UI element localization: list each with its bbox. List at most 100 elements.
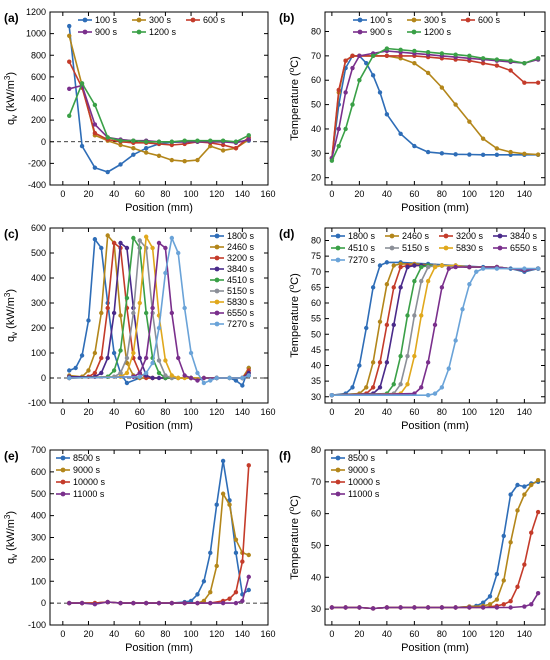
legend-label: 600 s xyxy=(478,15,501,25)
plot-frame xyxy=(324,227,546,404)
data-point xyxy=(370,73,376,78)
legend-label: 9000 s xyxy=(73,465,101,475)
data-point xyxy=(105,599,110,605)
data-point xyxy=(150,360,155,366)
legend-marker xyxy=(214,233,220,239)
legend: 100 s 300 s 600 s 900 s 1200 s xyxy=(353,15,501,37)
x-tick-label: 80 xyxy=(160,407,170,417)
data-point xyxy=(419,264,424,270)
y-axis-label-unit: (kW/m xyxy=(5,519,17,554)
legend-label: 1800 s xyxy=(227,231,255,241)
data-point xyxy=(412,263,417,268)
y-axis-label-main: Temperature ( xyxy=(289,511,301,580)
y-axis-label-sup: 3 xyxy=(3,75,12,80)
data-point xyxy=(124,370,130,376)
data-point xyxy=(195,138,200,143)
data-point xyxy=(143,370,149,376)
y-tick-label: 40 xyxy=(311,124,321,134)
y-tick-label: 70 xyxy=(311,477,321,487)
y-axis-label: qv (kW/m3) xyxy=(3,511,19,564)
legend-label: 5150 s xyxy=(227,286,255,296)
y-tick-label: -200 xyxy=(28,158,46,168)
data-point xyxy=(460,307,465,312)
data-point xyxy=(494,597,500,602)
legend-label: 6550 s xyxy=(227,308,255,318)
data-point xyxy=(329,605,335,610)
legend-marker xyxy=(335,245,341,251)
legend-label: 11000 s xyxy=(73,489,105,499)
data-point xyxy=(233,139,239,144)
x-tick-label: 100 xyxy=(462,407,477,417)
x-tick-label: 60 xyxy=(135,407,145,417)
data-point xyxy=(329,392,335,398)
data-point xyxy=(384,46,390,51)
data-point xyxy=(398,605,403,610)
y-tick-label: 300 xyxy=(31,533,46,543)
data-point xyxy=(111,240,117,246)
legend-marker xyxy=(411,17,417,23)
y-axis-label-main: q xyxy=(5,336,17,342)
legend-label: 100 s xyxy=(370,15,393,25)
series-line xyxy=(331,55,539,159)
data-point xyxy=(150,375,155,381)
data-point xyxy=(131,350,136,356)
data-point xyxy=(350,102,355,107)
x-tick-label: 60 xyxy=(409,629,419,639)
data-point xyxy=(425,605,431,610)
y-tick-label: 400 xyxy=(31,511,46,521)
data-point xyxy=(124,245,130,251)
y-tick-label: 65 xyxy=(311,282,321,292)
y-axis-label-end: C) xyxy=(289,56,301,68)
data-point xyxy=(515,482,520,488)
x-tick-label: 100 xyxy=(462,629,477,639)
legend-marker xyxy=(497,233,503,239)
legend-label: 9000 s xyxy=(348,465,376,475)
data-point xyxy=(508,540,513,545)
data-point xyxy=(364,385,369,390)
data-point xyxy=(357,78,362,83)
data-point xyxy=(208,143,213,149)
series-1200-s xyxy=(329,46,541,163)
data-point xyxy=(124,295,130,301)
data-point xyxy=(522,492,527,497)
y-axis-label-sup: o xyxy=(287,506,296,511)
series-line xyxy=(331,50,539,159)
data-point xyxy=(118,138,123,143)
x-tick-label: 40 xyxy=(382,407,392,417)
data-point xyxy=(494,571,500,577)
x-tick-label: 80 xyxy=(437,189,447,199)
legend-marker xyxy=(389,245,395,251)
data-point xyxy=(391,382,396,387)
data-point xyxy=(453,102,458,107)
legend-label: 8500 s xyxy=(348,453,376,463)
data-point xyxy=(208,378,213,383)
legend: 100 s 300 s 600 s 900 s 1200 s xyxy=(78,15,226,37)
y-tick-label: 0 xyxy=(41,373,46,383)
data-point xyxy=(494,63,500,68)
data-point xyxy=(453,338,458,343)
series-3840-s xyxy=(329,263,541,398)
data-point xyxy=(508,492,513,497)
data-point xyxy=(522,266,527,271)
legend-marker xyxy=(60,467,66,473)
y-tick-label: 600 xyxy=(31,223,46,233)
data-point xyxy=(182,159,187,164)
legend-marker xyxy=(357,17,363,23)
legend-marker xyxy=(214,321,220,327)
data-point xyxy=(156,358,162,363)
data-point xyxy=(336,87,341,93)
data-point xyxy=(480,136,486,141)
legend-label: 5150 s xyxy=(402,243,430,253)
data-point xyxy=(522,151,527,157)
x-axis-label: Position (mm) xyxy=(125,420,193,432)
data-point xyxy=(163,358,168,363)
data-point xyxy=(79,81,85,86)
y-tick-label: 800 xyxy=(31,50,46,60)
data-point xyxy=(425,392,431,398)
data-point xyxy=(156,375,162,381)
y-axis-label-main: Temperature ( xyxy=(289,289,301,358)
data-point xyxy=(343,605,348,610)
y-tick-label: 700 xyxy=(31,445,46,455)
legend-label: 7270 s xyxy=(348,255,376,265)
